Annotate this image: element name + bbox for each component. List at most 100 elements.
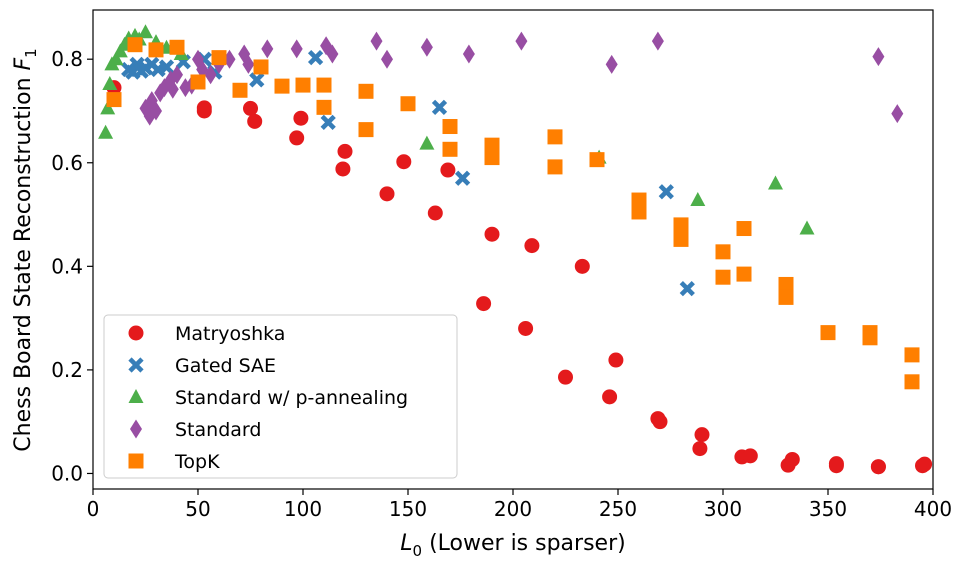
data-point-topk: [127, 37, 143, 53]
data-point-matryoshka: [652, 414, 668, 430]
data-point-topk: [106, 92, 122, 108]
legend-label: Matryoshka: [175, 323, 285, 345]
data-point-standard-w-p-annealing: [102, 76, 118, 91]
x-axis-ticks: 0 50 100 150 200 250 300 350 400: [87, 489, 952, 521]
data-point-matryoshka: [337, 143, 353, 159]
data-point-matryoshka: [524, 238, 540, 254]
data-point-matryoshka: [335, 161, 351, 177]
data-point-matryoshka: [828, 458, 844, 474]
legend-label: Standard: [175, 419, 261, 441]
legend-box: [103, 314, 458, 479]
data-point-topk: [547, 129, 563, 145]
x-tick-label: 250: [599, 497, 637, 521]
legend-marker: [128, 325, 144, 341]
y-axis-ticks: 0.0 0.2 0.4 0.6 0.8: [51, 47, 93, 485]
legend-marker: [130, 419, 142, 439]
data-point-topk: [547, 159, 563, 175]
data-point-topk: [316, 77, 332, 93]
data-point-standard-w-p-annealing: [768, 175, 783, 190]
x-tick-label: 350: [809, 497, 847, 521]
data-point-topk: [442, 141, 458, 157]
data-point-topk: [211, 50, 227, 66]
data-point-matryoshka: [558, 369, 573, 385]
data-point-topk: [253, 59, 269, 75]
legend-marker: [128, 357, 144, 373]
data-point-standard: [326, 44, 339, 64]
data-point-topk: [169, 39, 185, 55]
data-point-matryoshka: [476, 296, 492, 312]
data-point-topk: [736, 266, 752, 282]
data-point-standard: [150, 101, 162, 121]
legend-marker: [128, 389, 144, 403]
data-point-standard: [891, 104, 904, 124]
data-point-standard-w-p-annealing: [419, 135, 435, 150]
data-point-topk: [442, 119, 458, 135]
data-point-gated-sae: [658, 184, 674, 200]
data-point-standard-w-p-annealing: [108, 51, 124, 66]
data-point-matryoshka: [608, 352, 624, 368]
legend-label: TopK: [174, 451, 220, 473]
data-point-topk: [715, 244, 731, 260]
data-point-standard: [290, 39, 303, 59]
data-point-matryoshka: [427, 205, 443, 221]
data-point-standard: [381, 49, 393, 69]
data-point-topk: [673, 217, 689, 233]
data-point-topk: [673, 231, 689, 247]
data-points: [98, 24, 933, 475]
data-point-matryoshka: [574, 258, 590, 274]
data-point-standard: [204, 65, 217, 85]
data-point-topk: [715, 269, 731, 285]
legend: Matryoshka Gated SAE Standard w/ p-anneali…: [103, 314, 458, 479]
x-tick-label: 200: [494, 497, 532, 521]
data-point-standard: [166, 79, 179, 99]
data-point-topk: [820, 325, 836, 341]
data-point-matryoshka: [247, 113, 263, 129]
data-point-topk: [484, 137, 500, 153]
data-point-standard-w-p-annealing: [98, 124, 114, 139]
data-point-standard: [420, 37, 433, 57]
data-point-standard: [242, 54, 255, 74]
data-point-standard: [605, 54, 618, 74]
data-point-standard-w-p-annealing: [690, 192, 706, 207]
x-tick-label: 0: [87, 497, 100, 521]
legend-label: Gated SAE: [175, 355, 276, 377]
x-tick-label: 100: [284, 497, 322, 521]
x-tick-label: 400: [914, 497, 952, 521]
data-point-topk: [778, 289, 794, 305]
data-point-matryoshka: [440, 162, 456, 178]
data-point-topk: [295, 77, 311, 93]
y-tick-label: 0.8: [51, 47, 83, 71]
data-point-topk: [904, 347, 920, 363]
data-point-standard: [261, 39, 274, 59]
data-point-topk: [232, 82, 248, 98]
data-point-matryoshka: [784, 451, 800, 467]
data-point-topk: [148, 42, 164, 58]
data-point-topk: [904, 374, 920, 390]
data-point-standard-w-p-annealing: [138, 24, 153, 39]
data-point-gated-sae: [454, 170, 471, 186]
data-point-topk: [589, 152, 605, 168]
data-point-standard: [651, 31, 664, 51]
data-point-topk: [190, 74, 206, 90]
x-tick-label: 150: [389, 497, 427, 521]
x-tick-label: 50: [185, 497, 210, 521]
data-point-topk: [736, 221, 752, 237]
y-tick-label: 0.2: [51, 358, 83, 382]
data-point-topk: [358, 122, 374, 138]
data-point-topk: [316, 99, 332, 115]
y-tick-label: 0.4: [51, 254, 83, 278]
data-point-standard-w-p-annealing: [100, 100, 116, 115]
data-point-gated-sae: [249, 72, 265, 88]
data-point-standard: [515, 31, 528, 51]
data-point-topk: [631, 204, 647, 220]
legend-label: Standard w/ p-annealing: [175, 387, 408, 409]
data-point-matryoshka: [692, 441, 708, 457]
data-point-matryoshka: [917, 456, 933, 472]
legend-marker: [128, 453, 144, 469]
data-point-standard: [171, 65, 183, 85]
data-point-topk: [862, 330, 878, 346]
data-point-matryoshka: [518, 320, 534, 336]
data-point-topk: [778, 276, 794, 292]
data-point-topk: [274, 78, 290, 94]
